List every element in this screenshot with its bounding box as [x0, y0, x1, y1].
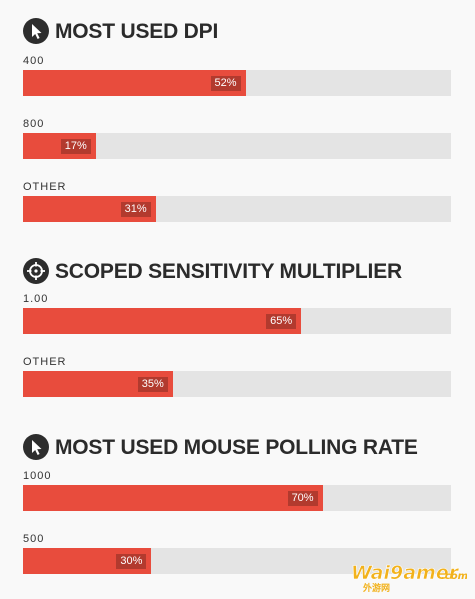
crosshair-icon: [23, 258, 49, 284]
section-scoped-sensitivity: SCOPED SENSITIVITY MULTIPLIER 1.00 65% O…: [23, 258, 451, 397]
stat-label: OTHER: [23, 356, 67, 368]
progress-fill: 52%: [23, 70, 246, 96]
progress-bar: 70%: [23, 485, 451, 511]
progress-bar: 65%: [23, 308, 451, 334]
cursor-icon: [23, 434, 49, 460]
section-header: SCOPED SENSITIVITY MULTIPLIER: [23, 258, 451, 286]
stat-row: OTHER 35%: [23, 355, 451, 397]
progress-bar: 35%: [23, 371, 451, 397]
svg-text:Wai9amer: Wai9amer: [351, 562, 460, 584]
percent-badge: 65%: [266, 314, 297, 329]
stat-label: 1000: [23, 470, 52, 482]
stat-label: 500: [23, 533, 45, 545]
stat-row: 500 30%: [23, 532, 451, 574]
progress-fill: 70%: [23, 485, 323, 511]
progress-bar: 30%: [23, 548, 451, 574]
stat-label: 1.00: [23, 293, 49, 305]
stat-row: 800 17%: [23, 117, 451, 159]
progress-bar: 52%: [23, 70, 451, 96]
percent-badge: 17%: [60, 139, 91, 154]
watermark-logo: Wai9amer .com 外游网: [349, 559, 468, 594]
section-title: SCOPED SENSITIVITY MULTIPLIER: [55, 260, 402, 283]
percent-badge: 35%: [137, 377, 168, 392]
section-polling-rate: MOST USED MOUSE POLLING RATE 1000 70% 50…: [23, 434, 451, 574]
svg-text:.com: .com: [441, 571, 467, 582]
progress-fill: 31%: [23, 196, 156, 222]
stat-label: 800: [23, 118, 45, 130]
stat-label: 400: [23, 55, 45, 67]
progress-fill: 17%: [23, 133, 96, 159]
stat-row: 400 52%: [23, 54, 451, 96]
progress-bar: 17%: [23, 133, 451, 159]
stat-row: 1000 70%: [23, 469, 451, 511]
percent-badge: 30%: [116, 554, 147, 569]
progress-bar: 31%: [23, 196, 451, 222]
section-title: MOST USED MOUSE POLLING RATE: [55, 436, 418, 459]
svg-text:外游网: 外游网: [362, 582, 390, 593]
stat-label: OTHER: [23, 181, 67, 193]
section-header: MOST USED MOUSE POLLING RATE: [23, 434, 451, 462]
section-title: MOST USED DPI: [55, 20, 219, 43]
section-most-used-dpi: MOST USED DPI 400 52% 800 17% OTHER 31%: [23, 18, 451, 222]
section-header: MOST USED DPI: [23, 18, 451, 46]
progress-fill: 30%: [23, 548, 152, 574]
percent-badge: 31%: [120, 202, 151, 217]
percent-badge: 70%: [287, 491, 318, 506]
stat-row: 1.00 65%: [23, 292, 451, 334]
stat-row: OTHER 31%: [23, 180, 451, 222]
cursor-icon: [23, 18, 49, 44]
progress-fill: 35%: [23, 371, 173, 397]
progress-fill: 65%: [23, 308, 302, 334]
percent-badge: 52%: [210, 76, 241, 91]
